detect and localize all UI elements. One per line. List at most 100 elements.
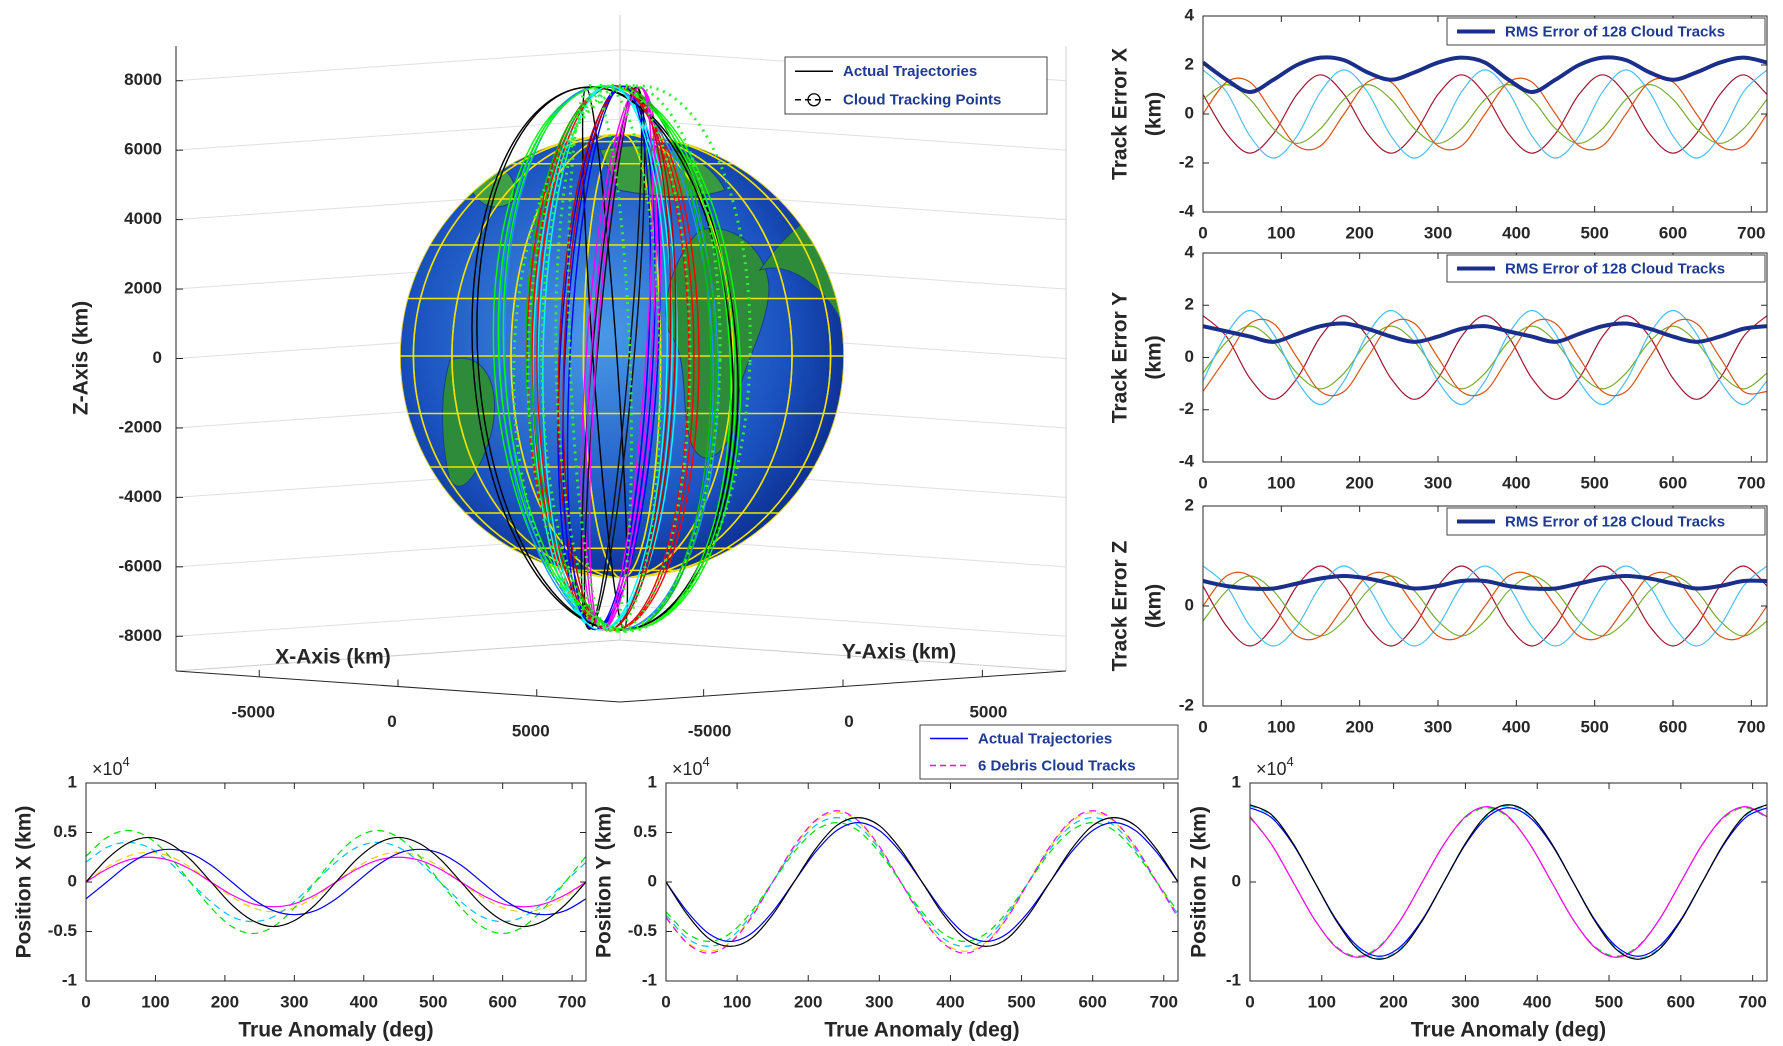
y-axis-label: Track Error Z xyxy=(1109,540,1132,671)
grid-line xyxy=(175,118,1067,151)
legend-box xyxy=(784,56,1048,115)
series-line xyxy=(666,821,1178,943)
series-line xyxy=(1203,325,1767,390)
series-line xyxy=(1250,804,1767,960)
x-tick-label: 100 xyxy=(1308,992,1336,1011)
y-tick-label: -2 xyxy=(1179,152,1194,171)
y-tick-label: 5000 xyxy=(969,702,1007,721)
x-tick-label: 300 xyxy=(1424,223,1452,242)
series-line xyxy=(1203,315,1767,400)
y-tick-label: 0.5 xyxy=(53,822,77,841)
legend-label: 6 Debris Cloud Tracks xyxy=(978,757,1136,774)
x-tick-label: 500 xyxy=(1580,717,1608,736)
y-axis-label: Track Error Y xyxy=(1109,292,1132,424)
x-tick-label: 700 xyxy=(558,992,586,1011)
y-axis-label: Track Error X xyxy=(1109,48,1132,180)
x-tick-label: 600 xyxy=(1659,717,1687,736)
x-tick-label: 300 xyxy=(1424,717,1452,736)
y-tick-label: 0.5 xyxy=(633,822,657,841)
x-tick-label: 600 xyxy=(488,992,516,1011)
orbit xyxy=(542,85,668,631)
x-tick-label: 0 xyxy=(1198,223,1207,242)
x-tick-label: 500 xyxy=(1595,992,1623,1011)
x-axis-label: True Anomaly (deg) xyxy=(238,1019,433,1042)
series-line xyxy=(1203,69,1767,159)
tracking-points xyxy=(554,83,662,633)
y-axis-label: Position Y (km) xyxy=(593,806,616,958)
series-line xyxy=(666,817,1178,947)
legend-marker xyxy=(807,93,821,107)
z-axis-label: Z-Axis (km) xyxy=(70,301,93,415)
multiplier-base: ×10 xyxy=(92,759,123,779)
z-tick-label: 2000 xyxy=(124,279,162,298)
tracking-points xyxy=(512,84,752,634)
series-group xyxy=(666,810,1178,954)
y-tick-label: 1 xyxy=(68,772,77,791)
x-tick-label: 700 xyxy=(1737,223,1765,242)
y-tick-label: 1 xyxy=(648,772,657,791)
y-axis-label: (km) xyxy=(1143,335,1166,379)
series-line xyxy=(86,848,586,916)
y-axis-label: (km) xyxy=(1143,92,1166,136)
x-tick-label: 200 xyxy=(1345,717,1373,736)
y-tick-label: -1 xyxy=(1226,970,1241,989)
series-group xyxy=(1203,565,1767,647)
y-axis-label: Y-Axis (km) xyxy=(842,641,956,664)
x-tick-label: 0 xyxy=(661,992,670,1011)
multiplier-exponent: 4 xyxy=(123,754,130,769)
x-tick-label: 700 xyxy=(1737,473,1765,492)
x-tick-label: 100 xyxy=(141,992,169,1011)
x-tick-label: 200 xyxy=(1345,223,1373,242)
x-tick-label: 700 xyxy=(1738,992,1766,1011)
y-axis-label: (km) xyxy=(1143,584,1166,628)
y-axis-label: Position Z (km) xyxy=(1188,806,1211,958)
x-tick-label: 100 xyxy=(723,992,751,1011)
series-line xyxy=(1203,565,1767,647)
x-tick-label: 500 xyxy=(1580,473,1608,492)
tracking-points xyxy=(526,83,722,633)
y-tick-label: 1 xyxy=(1232,772,1241,791)
x-tick-label: 400 xyxy=(1523,992,1551,1011)
x-tick-label: 400 xyxy=(1502,473,1530,492)
x-tick-label: 100 xyxy=(1267,223,1295,242)
floor-edge xyxy=(175,670,1067,703)
series-group xyxy=(1203,55,1767,159)
tracking-points xyxy=(567,84,633,633)
series-line xyxy=(86,841,586,923)
z-tick-label: 4000 xyxy=(124,209,162,228)
x-tick-label: 400 xyxy=(350,992,378,1011)
z-tick-label: -6000 xyxy=(119,556,162,575)
x-tick-label: 400 xyxy=(1502,717,1530,736)
meridian xyxy=(510,134,734,578)
multiplier-base: ×10 xyxy=(672,759,703,779)
y-tick-label: 0 xyxy=(1185,595,1194,614)
x-tick-label: 200 xyxy=(794,992,822,1011)
series-line xyxy=(1203,565,1767,647)
series-line xyxy=(666,817,1178,947)
series-line xyxy=(86,836,586,928)
x-tick-label: 600 xyxy=(1667,992,1695,1011)
y-tick-label: -1 xyxy=(642,970,657,989)
y-tick-label: -4 xyxy=(1179,451,1195,470)
x-tick-label: 700 xyxy=(1150,992,1178,1011)
series-line xyxy=(666,812,1178,952)
x-tick-label: 200 xyxy=(1345,473,1373,492)
x-axis-label: True Anomaly (deg) xyxy=(1411,1019,1606,1042)
series-line xyxy=(1203,83,1767,145)
z-tick-label: 6000 xyxy=(124,140,162,159)
y-tick-label: 0 xyxy=(844,712,853,731)
x-tick-label: 400 xyxy=(936,992,964,1011)
x-tick-label: 300 xyxy=(280,992,308,1011)
axis-multiplier: ×104 xyxy=(672,754,710,778)
x-tick-label: 200 xyxy=(211,992,239,1011)
series-group xyxy=(1203,309,1767,406)
legend-label: Actual Trajectories xyxy=(843,63,977,80)
x-tick-label: 300 xyxy=(865,992,893,1011)
y-tick-label: -4 xyxy=(1179,201,1195,220)
legend-box xyxy=(919,724,1179,780)
x-tick-label: 500 xyxy=(1580,223,1608,242)
series-line xyxy=(666,810,1178,954)
legend-label: RMS Error of 128 Cloud Tracks xyxy=(1505,23,1725,40)
series-group xyxy=(1250,804,1767,960)
